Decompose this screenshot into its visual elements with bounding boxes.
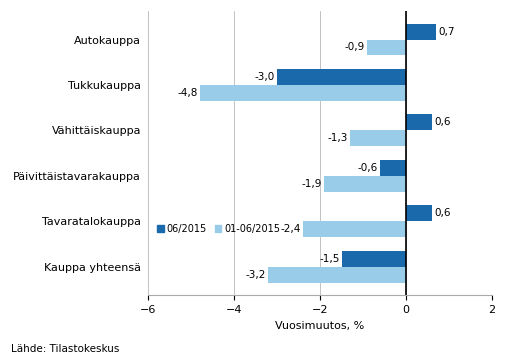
Bar bbox=[406, 115, 432, 130]
Bar bbox=[324, 176, 406, 192]
Text: -0,6: -0,6 bbox=[358, 163, 378, 173]
Bar bbox=[277, 69, 406, 85]
Text: -3,2: -3,2 bbox=[246, 269, 266, 279]
Text: -1,3: -1,3 bbox=[327, 133, 348, 143]
Bar bbox=[342, 251, 406, 267]
Text: -1,5: -1,5 bbox=[319, 254, 340, 264]
Text: -0,9: -0,9 bbox=[345, 42, 365, 52]
Text: -2,4: -2,4 bbox=[280, 224, 300, 234]
Text: Lähde: Tilastokeskus: Lähde: Tilastokeskus bbox=[11, 344, 119, 354]
Text: -4,8: -4,8 bbox=[177, 88, 197, 98]
Text: 0,6: 0,6 bbox=[434, 208, 451, 218]
Bar bbox=[406, 205, 432, 221]
Bar bbox=[406, 23, 436, 40]
Text: -1,9: -1,9 bbox=[302, 179, 322, 189]
Bar bbox=[350, 130, 406, 146]
Text: -3,0: -3,0 bbox=[254, 72, 275, 82]
Bar bbox=[367, 40, 406, 56]
Bar bbox=[380, 160, 406, 176]
Text: 0,6: 0,6 bbox=[434, 117, 451, 127]
Legend: 06/2015, 01-06/2015: 06/2015, 01-06/2015 bbox=[153, 220, 284, 238]
Bar bbox=[303, 221, 406, 237]
Bar bbox=[269, 267, 406, 283]
Bar bbox=[200, 85, 406, 101]
Text: 0,7: 0,7 bbox=[438, 27, 455, 37]
X-axis label: Vuosimuutos, %: Vuosimuutos, % bbox=[276, 321, 364, 331]
